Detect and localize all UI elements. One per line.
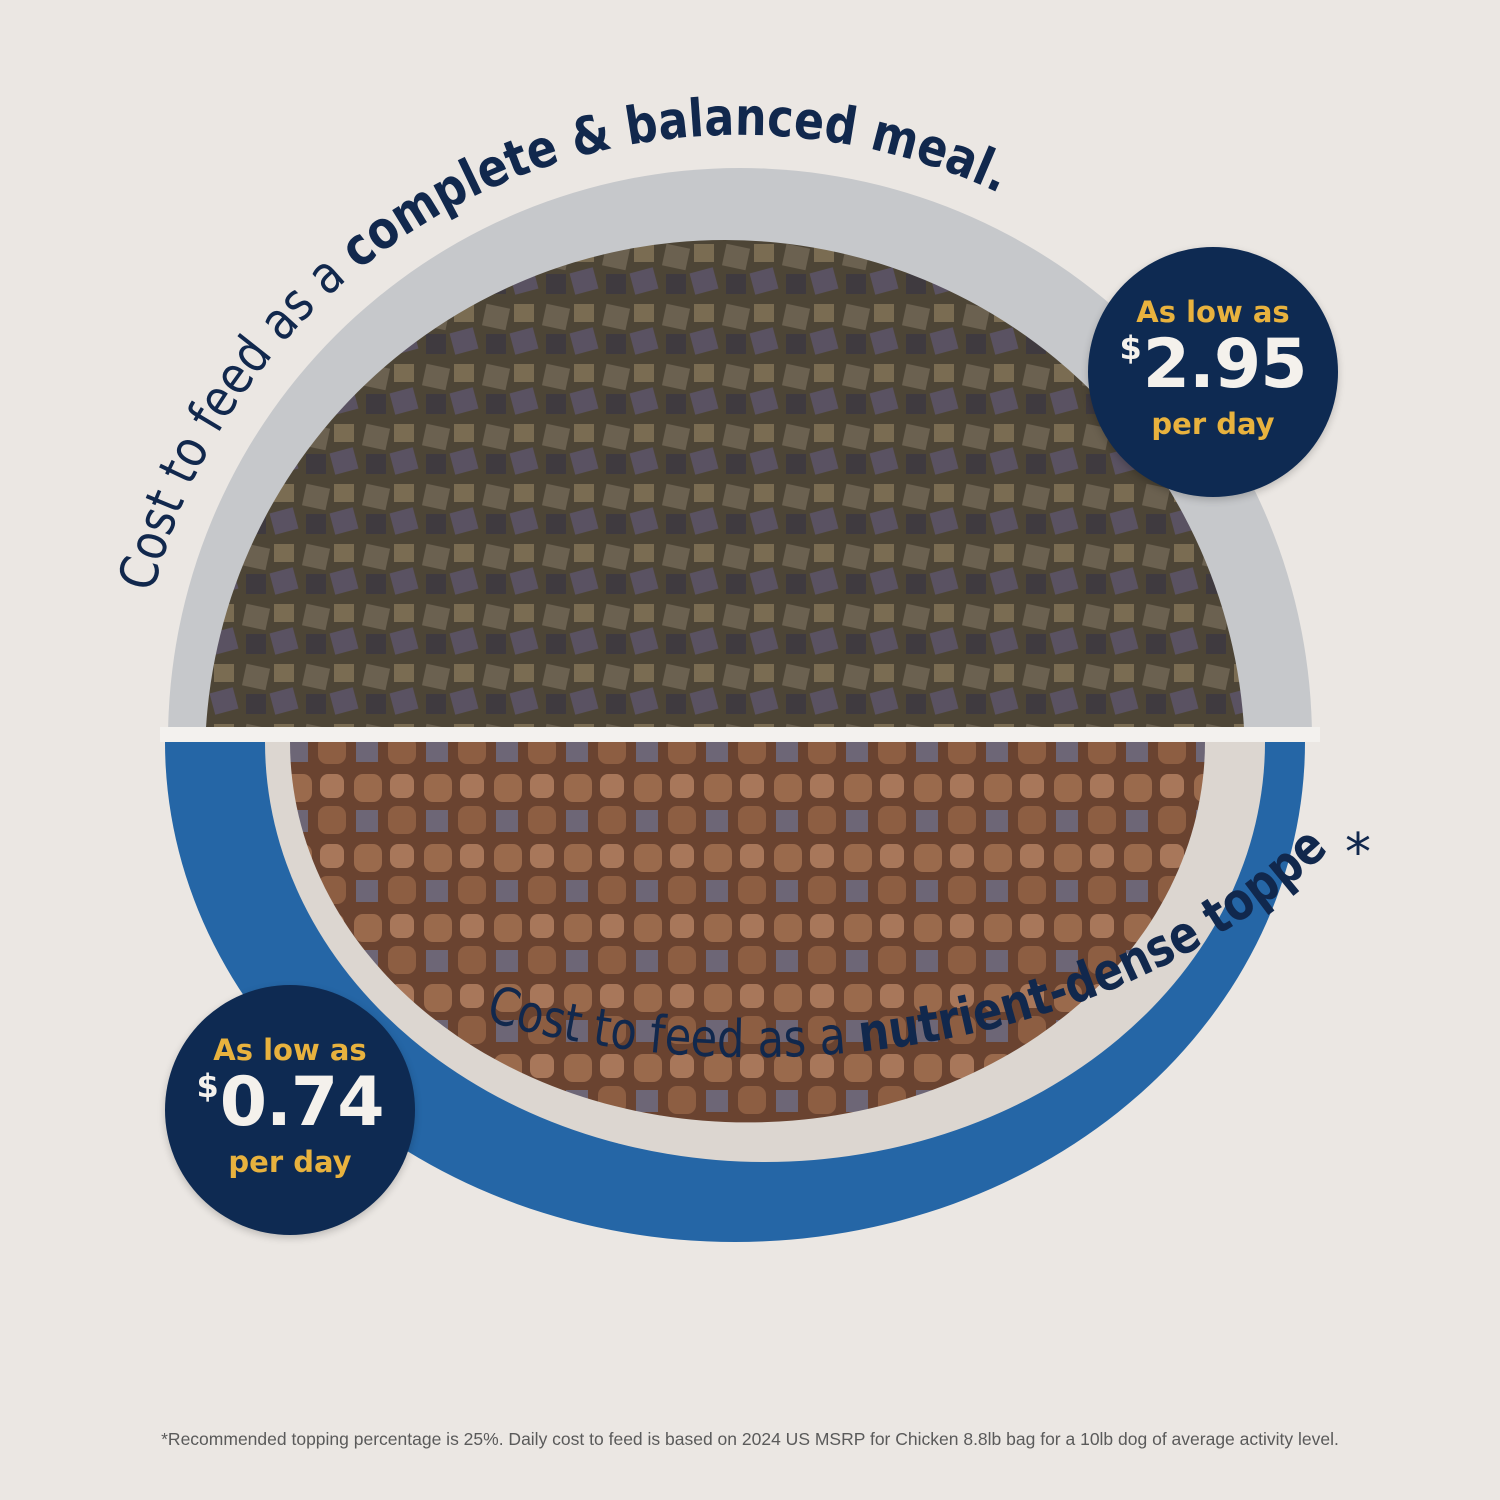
badge-price: $0.74 <box>196 1063 384 1142</box>
divider <box>160 727 1320 742</box>
asterisk: * <box>1345 823 1371 883</box>
badge-unit: per day <box>228 1145 352 1179</box>
badge-unit: per day <box>1151 407 1275 441</box>
badge-price: $2.95 <box>1119 325 1307 404</box>
badge-label: As low as <box>1136 295 1290 329</box>
bottom-bowl-topper <box>165 742 1305 1242</box>
footnote: *Recommended topping percentage is 25%. … <box>161 1429 1339 1449</box>
price-badge-topper: As low as $0.74 per day <box>165 985 415 1235</box>
badge-label: As low as <box>213 1033 367 1067</box>
top-bowl-full-meal <box>168 168 1312 727</box>
price-badge-full-meal: As low as $2.95 per day <box>1088 247 1338 497</box>
